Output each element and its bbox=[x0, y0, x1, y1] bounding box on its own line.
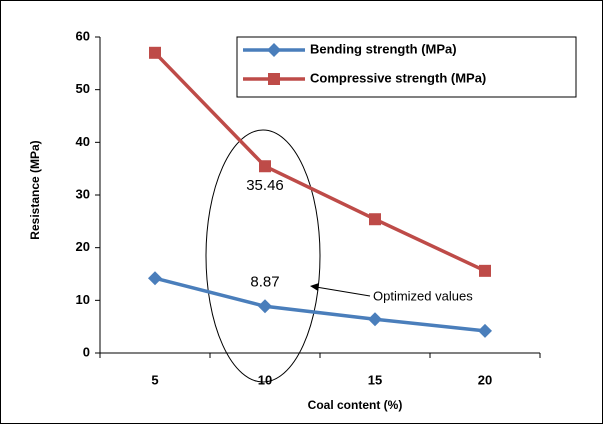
x-tick-label: 10 bbox=[258, 372, 272, 387]
x-tick-label: 5 bbox=[151, 372, 158, 387]
y-tick-label: 60 bbox=[76, 28, 90, 43]
highlight-ellipse bbox=[205, 129, 321, 383]
point bbox=[149, 46, 161, 59]
x-tick-label: 15 bbox=[368, 372, 382, 387]
data-label: 35.46 bbox=[246, 177, 284, 194]
legend-marker bbox=[267, 43, 281, 57]
y-tick-label: 50 bbox=[76, 81, 90, 96]
data-label: 8.87 bbox=[250, 273, 279, 290]
annotation: Optimized values bbox=[373, 288, 473, 303]
legend bbox=[236, 36, 577, 98]
legend-label: Bending strength (MPa) bbox=[310, 41, 457, 56]
annotation-arrow bbox=[315, 286, 371, 297]
series-line bbox=[154, 276, 486, 333]
y-tick-label: 40 bbox=[76, 134, 90, 149]
x-tick-label: 20 bbox=[478, 372, 492, 387]
y-axis-title: Resistance (MPa) bbox=[28, 140, 42, 239]
x-axis-title: Coal content (%) bbox=[308, 398, 403, 412]
y-tick-label: 30 bbox=[76, 186, 90, 201]
point bbox=[148, 271, 162, 286]
point bbox=[259, 160, 271, 173]
y-tick-label: 10 bbox=[76, 292, 90, 307]
series-line bbox=[153, 51, 486, 273]
point bbox=[479, 264, 491, 277]
point bbox=[478, 323, 492, 338]
point bbox=[368, 312, 382, 327]
point bbox=[258, 299, 272, 314]
y-tick-label: 0 bbox=[83, 344, 90, 359]
legend-label: Compressive strength (MPa) bbox=[310, 70, 486, 85]
legend-marker bbox=[268, 73, 280, 85]
y-tick-label: 20 bbox=[76, 239, 90, 254]
arrow-head bbox=[310, 283, 319, 291]
point bbox=[369, 213, 381, 226]
